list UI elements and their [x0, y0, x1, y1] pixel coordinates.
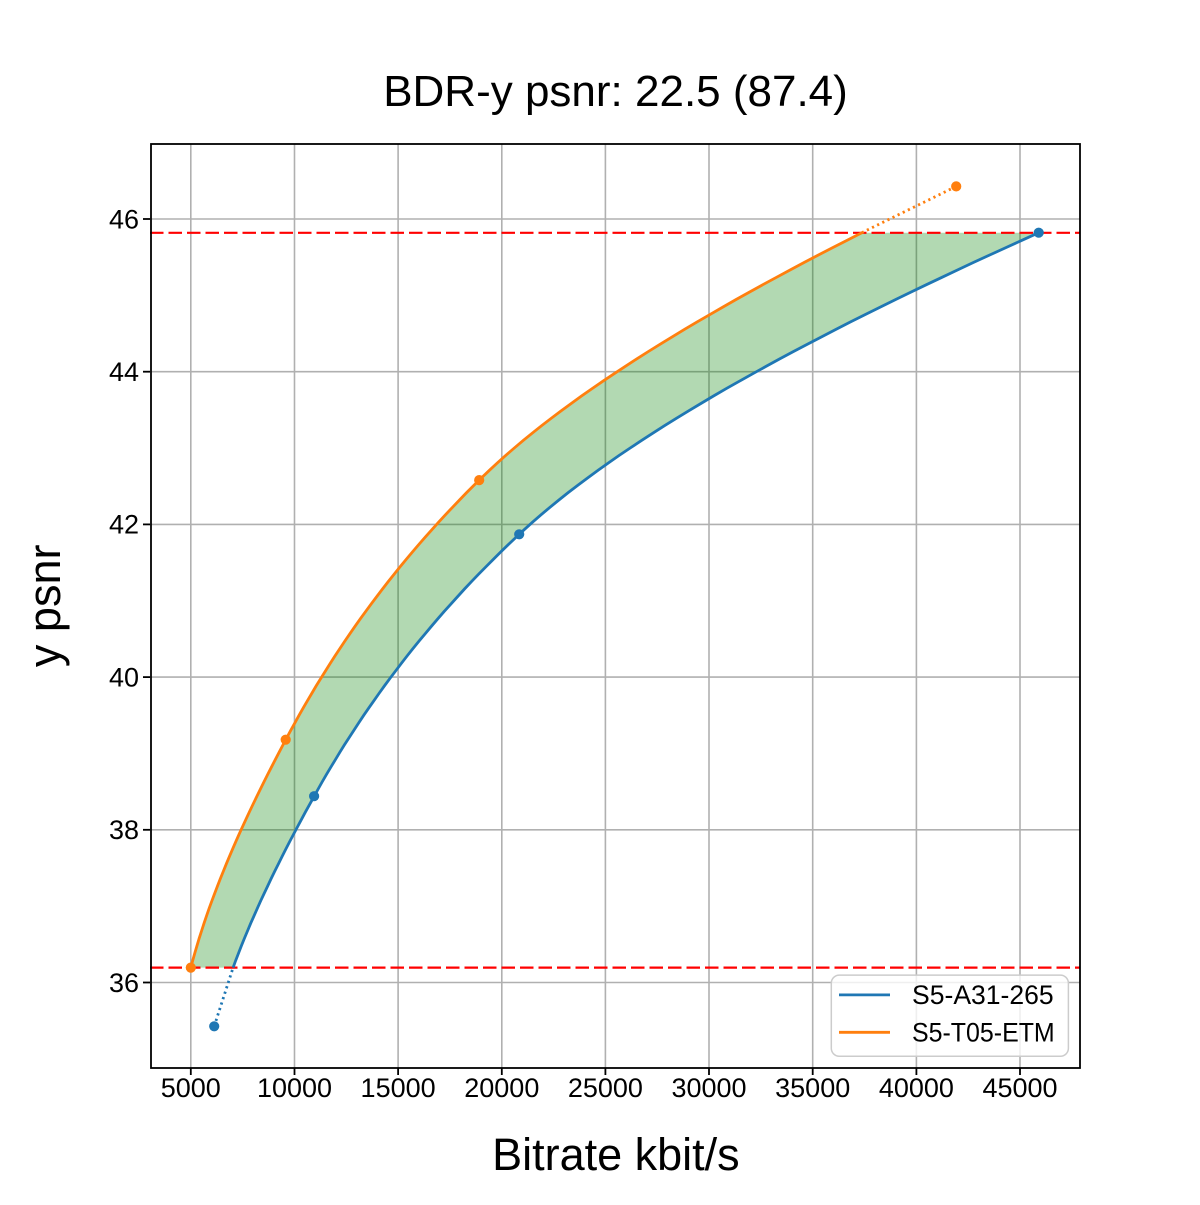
svg-text:15000: 15000	[361, 1073, 436, 1103]
svg-text:38: 38	[109, 815, 139, 845]
svg-text:S5-A31-265: S5-A31-265	[912, 980, 1054, 1010]
svg-text:10000: 10000	[257, 1073, 332, 1103]
svg-text:Bitrate kbit/s: Bitrate kbit/s	[492, 1129, 740, 1180]
svg-text:5000: 5000	[161, 1073, 221, 1103]
svg-text:40: 40	[109, 662, 139, 692]
svg-text:BDR-y psnr: 22.5 (87.4): BDR-y psnr: 22.5 (87.4)	[383, 67, 848, 116]
svg-text:42: 42	[109, 510, 139, 540]
svg-text:S5-T05-ETM: S5-T05-ETM	[912, 1018, 1055, 1048]
svg-text:20000: 20000	[464, 1073, 539, 1103]
svg-text:45000: 45000	[982, 1073, 1057, 1103]
svg-text:36: 36	[109, 968, 139, 998]
svg-text:y psnr: y psnr	[19, 545, 70, 668]
svg-text:30000: 30000	[671, 1073, 746, 1103]
svg-text:40000: 40000	[879, 1073, 954, 1103]
svg-text:46: 46	[109, 204, 139, 234]
svg-text:25000: 25000	[568, 1073, 643, 1103]
svg-text:44: 44	[109, 357, 139, 387]
svg-text:35000: 35000	[775, 1073, 850, 1103]
